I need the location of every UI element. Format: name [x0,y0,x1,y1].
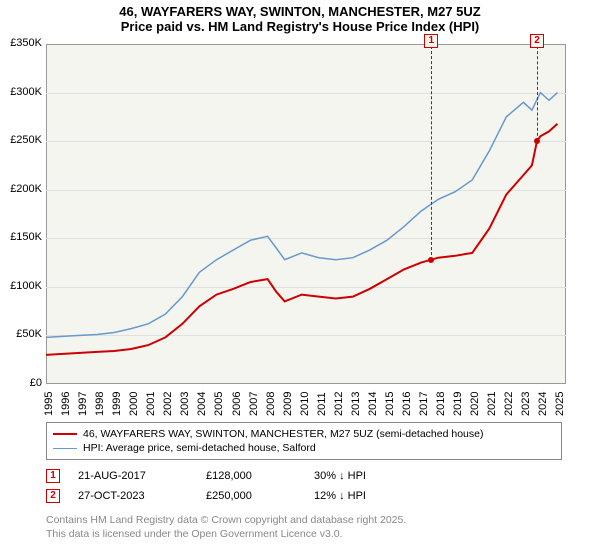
y-tick-label: £100K [4,280,42,292]
footer: Contains HM Land Registry data © Crown c… [46,514,600,541]
x-tick-label: 1999 [111,392,123,416]
title-line-1: 46, WAYFARERS WAY, SWINTON, MANCHESTER, … [0,4,600,19]
event-table: 1 21-AUG-2017 £128,000 30% ↓ HPI 2 27-OCT-202… [46,466,600,506]
x-tick-label: 2013 [350,392,362,416]
event-row: 2 27-OCT-2023 £250,000 12% ↓ HPI [46,486,600,506]
x-tick-label: 2014 [367,392,379,416]
marker-dot [428,257,434,263]
x-tick-label: 1997 [77,392,89,416]
x-tick-label: 2018 [435,392,447,416]
x-tick-label: 2008 [265,392,277,416]
x-tick-label: 2025 [554,392,566,416]
x-tick-label: 2000 [128,392,140,416]
marker-box: 2 [530,34,544,48]
marker-line [537,46,538,141]
legend-label: HPI: Average price, semi-detached house,… [83,442,316,454]
x-tick-label: 2012 [333,392,345,416]
legend-label: 46, WAYFARERS WAY, SWINTON, MANCHESTER, … [83,428,483,440]
legend-item: 46, WAYFARERS WAY, SWINTON, MANCHESTER, … [53,427,555,441]
event-price: £250,000 [206,490,296,502]
x-tick-label: 2003 [179,392,191,416]
series-line-price_paid [46,124,558,355]
x-tick-label: 2006 [231,392,243,416]
x-tick-label: 2005 [213,392,225,416]
x-tick-label: 2007 [248,392,260,416]
y-tick-label: £250K [4,134,42,146]
x-tick-label: 1998 [94,392,106,416]
event-price: £128,000 [206,470,296,482]
chart-area: £0 £50K £100K £150K £200K £250K £300K £350K 199… [6,36,576,416]
x-tick-label: 2011 [316,392,328,416]
y-tick-label: £0 [4,377,42,389]
event-date: 21-AUG-2017 [78,470,188,482]
event-marker: 1 [46,469,60,483]
chart-container: 46, WAYFARERS WAY, SWINTON, MANCHESTER, … [0,0,600,560]
title-block: 46, WAYFARERS WAY, SWINTON, MANCHESTER, … [0,0,600,36]
series-line-hpi [46,93,558,338]
event-row: 1 21-AUG-2017 £128,000 30% ↓ HPI [46,466,600,486]
y-tick-label: £50K [4,328,42,340]
y-tick-label: £300K [4,86,42,98]
footer-line-1: Contains HM Land Registry data © Crown c… [46,514,600,528]
x-tick-label: 2017 [418,392,430,416]
x-tick-label: 2021 [486,392,498,416]
y-tick-label: £150K [4,231,42,243]
event-delta: 12% ↓ HPI [314,490,366,502]
x-tick-label: 2002 [162,392,174,416]
x-tick-label: 2004 [196,392,208,416]
x-tick-label: 2015 [384,392,396,416]
event-delta: 30% ↓ HPI [314,470,366,482]
x-tick-label: 2022 [503,392,515,416]
x-tick-label: 2009 [282,392,294,416]
x-tick-label: 2019 [452,392,464,416]
event-date: 27-OCT-2023 [78,490,188,502]
x-tick-label: 2010 [299,392,311,416]
legend-item: HPI: Average price, semi-detached house,… [53,441,555,455]
chart-lines [46,44,566,384]
x-tick-label: 2016 [401,392,413,416]
x-tick-label: 2023 [520,392,532,416]
marker-box: 1 [424,34,438,48]
legend-swatch [53,448,77,449]
y-tick-label: £200K [4,183,42,195]
legend-swatch [53,433,77,435]
x-tick-label: 2024 [537,392,549,416]
x-tick-label: 2001 [145,392,157,416]
footer-line-2: This data is licensed under the Open Gov… [46,528,600,542]
y-tick-label: £350K [4,37,42,49]
x-tick-label: 1995 [43,392,55,416]
marker-line [431,46,432,260]
legend: 46, WAYFARERS WAY, SWINTON, MANCHESTER, … [46,422,562,460]
title-line-2: Price paid vs. HM Land Registry's House … [0,19,600,34]
x-tick-label: 2020 [469,392,481,416]
x-tick-label: 1996 [60,392,72,416]
event-marker: 2 [46,489,60,503]
